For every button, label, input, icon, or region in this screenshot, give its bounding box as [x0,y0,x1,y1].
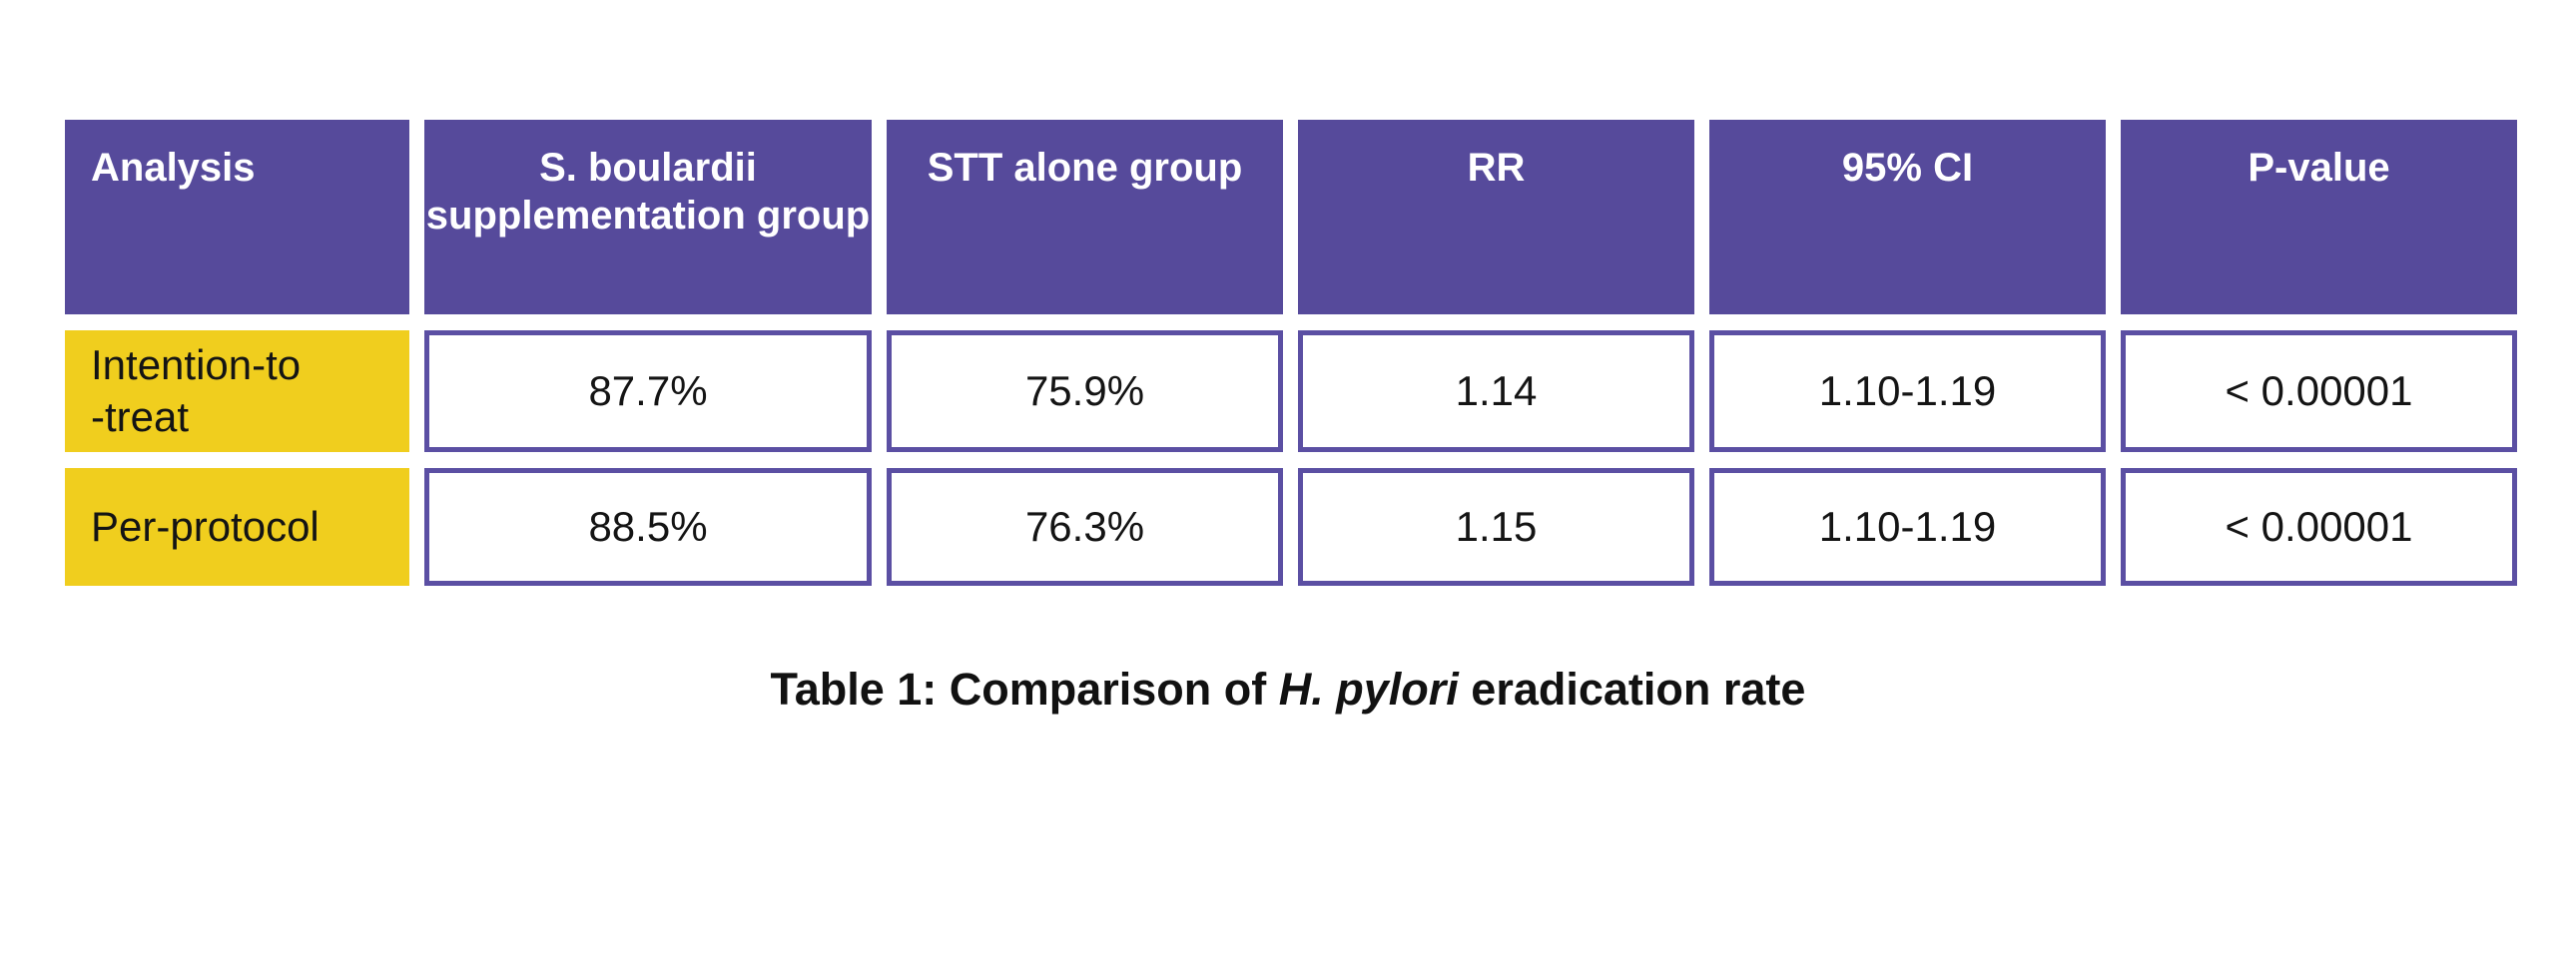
column-header-p-value: P-value [2121,120,2517,314]
cell-pp-s-boulardii-rate: 88.5% [424,468,872,586]
row-label-per-protocol: Per-protocol [65,468,409,586]
cell-itt-p-value: < 0.00001 [2121,330,2517,452]
column-header-stt-alone-group: STT alone group [887,120,1283,314]
cell-pp-95-ci: 1.10-1.19 [1709,468,2106,586]
column-header-rr: RR [1298,120,1694,314]
caption-prefix: Table 1: Comparison of [770,664,1279,715]
column-header-s-boulardii-group: S. boulardii supplementation group [424,120,872,314]
column-header-analysis: Analysis [65,120,409,314]
comparison-table: Analysis S. boulardii supplementation gr… [65,120,2517,586]
cell-itt-95-ci: 1.10-1.19 [1709,330,2106,452]
cell-pp-rr: 1.15 [1298,468,1694,586]
caption-suffix: eradication rate [1458,664,1806,715]
row-label-intention-to-treat: Intention-to -treat [65,330,409,452]
cell-itt-rr: 1.14 [1298,330,1694,452]
cell-itt-s-boulardii-rate: 87.7% [424,330,872,452]
cell-pp-p-value: < 0.00001 [2121,468,2517,586]
column-header-95-ci: 95% CI [1709,120,2106,314]
cell-pp-stt-alone-rate: 76.3% [887,468,1283,586]
table-caption: Table 1: Comparison of H. pylori eradica… [0,662,2576,718]
caption-species-name: H. pylori [1278,664,1459,715]
cell-itt-stt-alone-rate: 75.9% [887,330,1283,452]
